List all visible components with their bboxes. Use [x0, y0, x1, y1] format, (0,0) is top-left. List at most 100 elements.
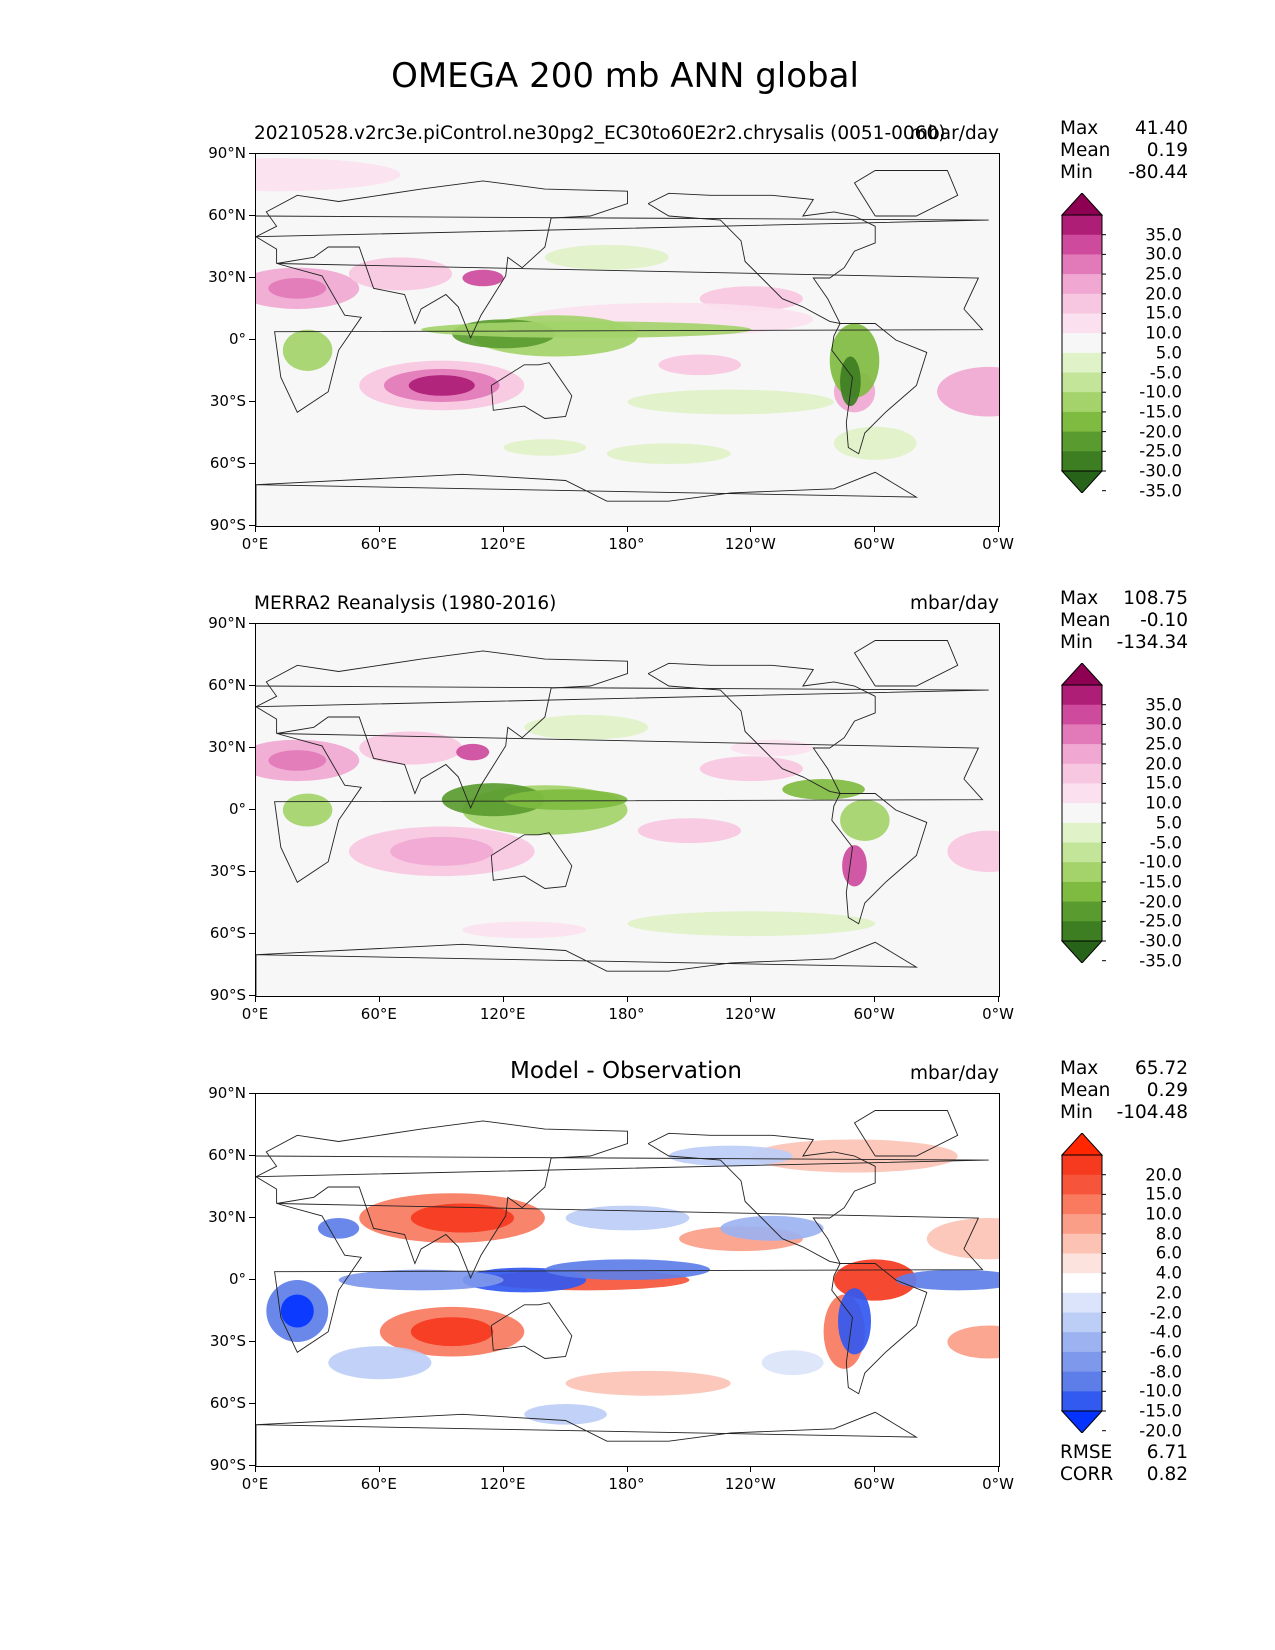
colorbar-swatch [1062, 352, 1102, 374]
stat-label: Mean [1060, 140, 1111, 161]
lon-tick-mark [255, 996, 256, 1002]
colorbar-tick-label: -35.0 [1139, 481, 1182, 501]
ascent-region [390, 836, 494, 866]
colorbar-tick-label: -25.0 [1139, 441, 1182, 461]
panel-title: MERRA2 Reanalysis (1980-2016) [254, 593, 557, 614]
colorbar-swatch [1062, 293, 1102, 314]
descent-region [317, 1218, 360, 1239]
lat-tick-mark [249, 1155, 255, 1156]
map-plot [255, 153, 1000, 527]
lon-tick-label: 60°E [360, 535, 397, 553]
lat-tick-mark [249, 153, 255, 154]
stat-label: CORR [1060, 1464, 1114, 1485]
colorbar-tick-label: 30.0 [1145, 714, 1182, 734]
lon-tick-label: 0°E [241, 1005, 269, 1023]
coastline [256, 215, 989, 238]
colorbar-swatch [1062, 274, 1102, 295]
lat-tick-mark [249, 933, 255, 934]
stat-value: 0.82 [1146, 1464, 1188, 1485]
descent-region [503, 439, 587, 456]
colorbar-frame [1061, 684, 1103, 942]
lon-tick-label: 0°W [982, 535, 1014, 553]
stat-label: Max [1060, 588, 1099, 609]
ascent-region [359, 731, 463, 765]
colorbar-extend-bottom [1060, 940, 1104, 963]
colorbar-labels: 35.0 30.0 25.0 20.0 15.0 10.0 5.0 -5.0 -10.0 -15.… [1106, 193, 1186, 500]
lon-tick-mark [502, 526, 504, 532]
lon-tick-mark [378, 1466, 380, 1472]
colorbar-tick-label: 35.0 [1145, 695, 1182, 715]
lon-tick-label: 120°W [724, 1475, 776, 1493]
colorbar-tick-label: 10.0 [1145, 323, 1182, 343]
colorbar-tick-label: -30.0 [1139, 461, 1182, 481]
lon-tick-mark [626, 996, 628, 1002]
coastline [256, 180, 628, 340]
colorbar-swatch [1062, 1332, 1102, 1353]
lat-tick-label: 30°N [208, 1208, 246, 1226]
lon-tick-label: 120°W [724, 1005, 776, 1023]
lat-tick-label: 30°S [209, 392, 246, 410]
lon-tick-label: 0°W [982, 1475, 1014, 1493]
stat-value: -0.10 [1140, 610, 1188, 631]
lon-tick-mark [378, 526, 380, 532]
descent-region [838, 1288, 872, 1355]
lat-tick-label: 90°S [209, 1456, 246, 1474]
stat-label: Max [1060, 1058, 1099, 1079]
colorbar-swatch [1062, 254, 1102, 275]
ascent-region [926, 1218, 999, 1260]
colorbar-swatch [1062, 901, 1102, 922]
lon-tick-label: 120°E [479, 1475, 526, 1493]
stat-value: 0.19 [1146, 140, 1188, 161]
lon-tick-mark [874, 1466, 876, 1472]
colorbar-tick-label: -30.0 [1139, 931, 1182, 951]
lon-tick-label: 180° [608, 535, 645, 553]
colorbar-tick-label: 20.0 [1145, 1165, 1182, 1185]
colorbar-swatch [1062, 704, 1102, 725]
lat-tick-mark [249, 871, 255, 872]
lon-tick-label: 120°E [479, 535, 526, 553]
lat-tick-label: 90°S [209, 986, 246, 1004]
lat-tick-label: 60°S [209, 924, 246, 942]
colorbar-swatch [1062, 411, 1102, 433]
colorbar-tick-label: 20.0 [1145, 284, 1182, 304]
colorbar-swatch [1062, 1371, 1102, 1392]
colorbar-tick-label: -25.0 [1139, 911, 1182, 931]
descent-region [503, 789, 628, 810]
lon-tick-label: 0°E [241, 535, 269, 553]
lat-tick-mark [249, 1341, 255, 1342]
lat-tick-label: 60°S [209, 1394, 246, 1412]
map-field [256, 1094, 999, 1466]
colorbar-swatch [1062, 1174, 1102, 1195]
colorbar-swatch [1062, 881, 1102, 903]
coastline [256, 1411, 919, 1466]
descent-region [627, 911, 876, 937]
colorbar-tick-label: 25.0 [1145, 734, 1182, 754]
stat-value: -104.48 [1116, 1102, 1188, 1123]
coastline [256, 471, 919, 526]
lat-tick-mark [249, 1403, 255, 1404]
colorbar-labels: 20.0 15.0 10.0 8.0 6.0 4.0 2.0 -2.0 -4.0 -6.0 -8.0… [1106, 1133, 1186, 1440]
colorbar-swatch [1062, 451, 1102, 472]
ascent-region [937, 366, 999, 417]
stat-value: 65.72 [1135, 1058, 1188, 1079]
colorbar-swatch [1062, 392, 1102, 413]
stat-value: -80.44 [1128, 162, 1188, 183]
descent-region [606, 443, 731, 464]
coastline [490, 1302, 573, 1359]
descent-region [544, 1259, 711, 1280]
colorbar-swatch [1062, 215, 1102, 236]
lon-tick-label: 60°W [853, 1475, 895, 1493]
lon-tick-mark [626, 526, 628, 532]
colorbar-swatch [1062, 1351, 1102, 1373]
lat-tick-mark [249, 401, 255, 402]
descent-region [761, 1350, 824, 1376]
lon-tick-label: 60°E [360, 1005, 397, 1023]
map-plot [255, 1093, 1000, 1467]
colorbar-extend-top [1060, 1133, 1104, 1156]
lat-tick-mark [249, 1465, 255, 1466]
colorbar-swatch [1062, 1233, 1102, 1254]
ascent-region [842, 845, 867, 887]
panel-diff: Model - Observation mbar/day Max 65.72 Me… [0, 0, 1275, 1485]
lon-tick-label: 60°W [853, 1005, 895, 1023]
coastline [831, 1263, 928, 1395]
